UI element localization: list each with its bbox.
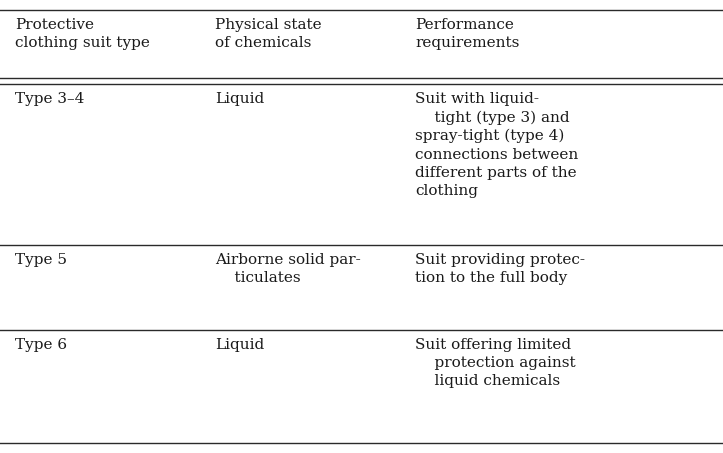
Text: Suit providing protec-
tion to the full body: Suit providing protec- tion to the full … <box>415 253 585 285</box>
Text: Suit offering limited
    protection against
    liquid chemicals: Suit offering limited protection against… <box>415 338 576 388</box>
Text: Performance
requirements: Performance requirements <box>415 18 519 50</box>
Text: Liquid: Liquid <box>215 338 264 352</box>
Text: Airborne solid par-
    ticulates: Airborne solid par- ticulates <box>215 253 361 285</box>
Text: Type 5: Type 5 <box>15 253 67 267</box>
Text: Physical state
of chemicals: Physical state of chemicals <box>215 18 322 50</box>
Text: Suit with liquid-
    tight (type 3) and
spray-tight (type 4)
connections betwee: Suit with liquid- tight (type 3) and spr… <box>415 92 578 198</box>
Text: Type 6: Type 6 <box>15 338 67 352</box>
Text: Liquid: Liquid <box>215 92 264 106</box>
Text: Type 3–4: Type 3–4 <box>15 92 85 106</box>
Text: Protective
clothing suit type: Protective clothing suit type <box>15 18 150 50</box>
